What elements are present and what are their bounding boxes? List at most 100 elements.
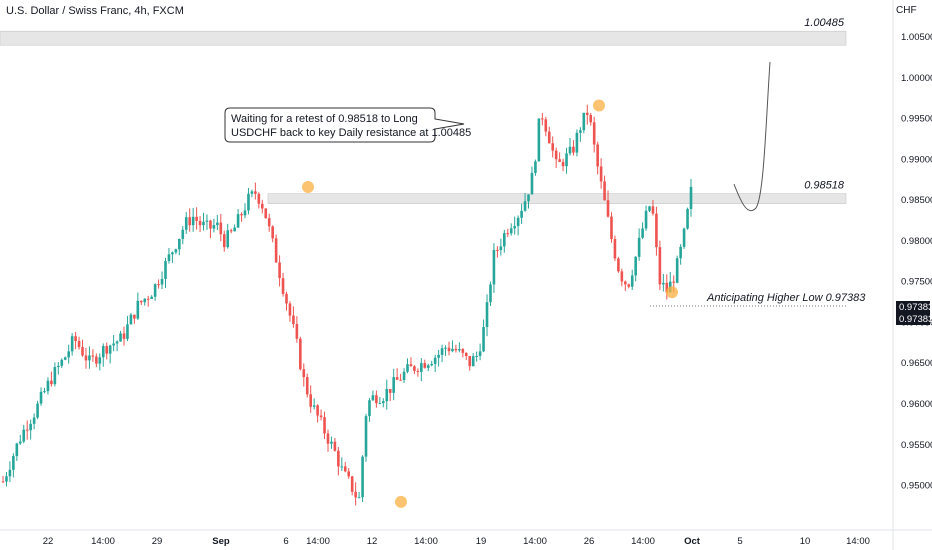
candle [247, 187, 250, 215]
candle [115, 340, 119, 352]
candle [665, 274, 669, 300]
candle [634, 256, 637, 282]
candle [482, 319, 485, 353]
y-tick-label: 1.00000 [901, 73, 932, 84]
candle [644, 205, 648, 231]
candle [36, 400, 39, 420]
candle [585, 104, 589, 125]
candle [233, 224, 236, 232]
y-tick-label: 0.98500 [901, 195, 932, 206]
candle [326, 429, 330, 452]
candle [171, 251, 174, 263]
candle [496, 246, 499, 258]
candle [648, 205, 651, 213]
candle [167, 247, 171, 264]
candle [606, 190, 610, 218]
candle [423, 359, 427, 369]
price-tag-2: 0.97383 [896, 313, 932, 325]
candle [74, 331, 77, 350]
candle [364, 413, 368, 462]
candle [25, 420, 29, 440]
candle [67, 344, 70, 364]
y-tick-label: 0.99500 [901, 114, 932, 125]
candle [226, 223, 230, 249]
candle [50, 371, 53, 387]
candle [388, 388, 392, 402]
candle [302, 363, 306, 387]
candle [561, 158, 565, 172]
candle [382, 398, 385, 408]
y-tick-label: 0.96000 [901, 399, 932, 410]
x-tick-label: 26 [584, 536, 595, 547]
candle [575, 129, 579, 157]
candle [603, 175, 606, 201]
candle [222, 230, 226, 252]
candle [216, 214, 219, 231]
candle [499, 238, 503, 256]
candle [309, 385, 312, 413]
y-tick-label: 0.98000 [901, 236, 932, 247]
candle [630, 269, 634, 290]
candle [299, 336, 302, 371]
time-axis[interactable]: 22 14:00 29 Sep 6 14:00 12 14:00 19 14:00 26 14:00 O… [43, 536, 870, 547]
candle [191, 207, 195, 232]
candle [274, 234, 278, 263]
candle [361, 455, 364, 502]
candle [520, 203, 523, 225]
candle [15, 442, 19, 461]
candle [60, 358, 64, 369]
price-axis[interactable]: 1.00500 1.00000 0.99500 0.99000 0.98500 0.980… [901, 32, 932, 492]
candle [395, 368, 399, 380]
candle [95, 353, 98, 368]
candle [333, 437, 337, 452]
candle [458, 342, 461, 353]
x-tick-label: 14:00 [846, 536, 870, 547]
candle [264, 208, 268, 219]
candle [101, 343, 105, 367]
candle [281, 272, 285, 297]
candle [506, 228, 510, 238]
candle [70, 333, 74, 356]
zone-label-1: 1.00485 [804, 17, 845, 29]
candle [475, 351, 478, 362]
candle [5, 471, 8, 487]
projection-curve [733, 61, 771, 212]
x-tick-label: 6 [283, 536, 288, 547]
candle [554, 147, 558, 168]
candle [572, 140, 575, 156]
candle [368, 398, 371, 422]
candle [530, 166, 534, 195]
candle [8, 461, 12, 483]
candle [198, 216, 202, 233]
y-tick-label: 0.95000 [901, 481, 932, 492]
candle [1, 475, 5, 483]
candle [399, 373, 402, 381]
candle [347, 468, 351, 479]
candle [350, 475, 354, 496]
candle [451, 340, 454, 353]
x-tick-label: 22 [43, 536, 54, 547]
candle [271, 225, 274, 243]
zone-2[interactable] [267, 193, 847, 204]
candle [88, 346, 91, 369]
candle [437, 349, 440, 367]
candle [205, 214, 209, 230]
candle [413, 365, 416, 375]
callout[interactable]: Waiting for a retest of 0.98518 to Long … [224, 107, 471, 143]
zone-1[interactable] [0, 30, 847, 46]
candle [589, 112, 593, 126]
x-tick-label: Oct [684, 536, 701, 547]
candle [492, 243, 496, 293]
zones-layer: 1.00485 0.98518 [0, 17, 847, 204]
x-tick-label: 10 [800, 536, 811, 547]
x-tick-label: 14:00 [91, 536, 115, 547]
candle [219, 213, 223, 242]
candle [122, 326, 126, 346]
candle [32, 413, 36, 430]
candle [105, 342, 109, 360]
candle [541, 112, 544, 126]
candle [77, 336, 81, 350]
candle [686, 207, 689, 230]
candle [568, 138, 572, 156]
